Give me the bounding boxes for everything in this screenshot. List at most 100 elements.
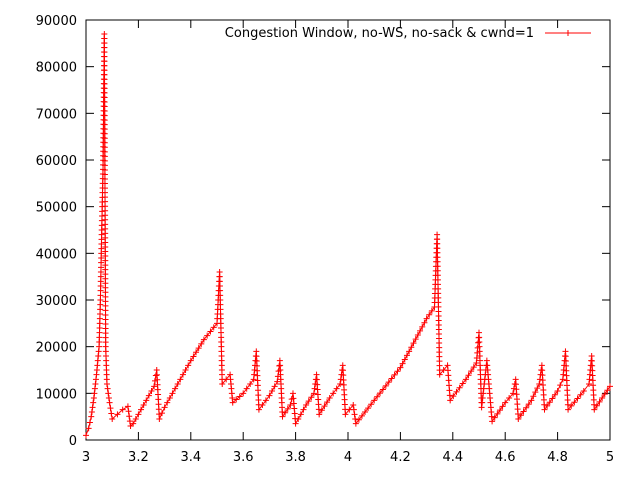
data-point	[143, 397, 150, 404]
data-point	[453, 388, 460, 395]
data-point	[190, 353, 197, 360]
data-point	[187, 357, 194, 364]
data-point	[470, 364, 477, 371]
data-point	[523, 404, 530, 411]
y-tick-label: 0	[69, 434, 77, 449]
data-point	[119, 406, 126, 413]
data-point	[233, 396, 240, 403]
data-point	[89, 404, 96, 411]
data-point	[520, 408, 527, 415]
data-point	[91, 390, 98, 397]
data-point	[352, 420, 359, 427]
data-point	[282, 409, 289, 416]
data-point	[446, 387, 453, 394]
data-point	[284, 405, 291, 412]
data-point	[271, 383, 278, 390]
y-tick-label: 50000	[36, 201, 77, 216]
data-point	[255, 406, 262, 413]
data-point	[259, 402, 266, 408]
data-point	[88, 409, 95, 415]
x-tick-label: 5	[606, 450, 614, 465]
data-point	[478, 404, 485, 411]
data-point	[145, 392, 152, 399]
data-point	[83, 432, 89, 439]
data-point	[568, 402, 575, 409]
data-point	[473, 360, 480, 366]
data-point	[604, 387, 611, 394]
data-point	[305, 398, 312, 405]
data-point	[326, 395, 333, 401]
data-point	[124, 403, 131, 410]
data-point	[403, 352, 410, 359]
data-point	[279, 413, 286, 420]
data-point	[401, 356, 408, 363]
data-point	[126, 418, 133, 425]
data-point	[177, 376, 184, 383]
data-point	[593, 402, 600, 409]
data-point	[161, 404, 168, 411]
data-point	[446, 392, 453, 399]
data-point	[291, 410, 298, 417]
x-tick-label: 4.2	[390, 450, 411, 465]
data-point	[109, 416, 116, 422]
data-point	[287, 402, 294, 408]
data-point	[156, 416, 163, 422]
data-point	[310, 390, 317, 397]
data-point	[342, 411, 349, 418]
data-point	[351, 411, 358, 418]
data-point	[308, 394, 315, 401]
y-tick-label: 60000	[36, 154, 77, 169]
data-point	[274, 378, 281, 385]
data-point	[530, 393, 537, 400]
data-point	[300, 406, 307, 413]
data-point	[355, 416, 362, 423]
data-point	[106, 399, 113, 406]
data-point	[198, 340, 205, 347]
data-point	[130, 420, 137, 427]
data-point	[324, 399, 331, 406]
data-point	[399, 360, 406, 367]
series-line	[85, 33, 611, 436]
data-point	[506, 395, 513, 401]
data-point	[169, 390, 176, 397]
data-point	[85, 425, 92, 432]
data-point	[108, 410, 115, 417]
data-point	[362, 409, 369, 415]
data-point	[337, 376, 344, 383]
data-point	[88, 413, 95, 420]
data-point	[200, 336, 207, 343]
data-point	[554, 388, 561, 394]
data-point	[86, 419, 93, 426]
data-point	[417, 327, 424, 334]
data-point	[591, 406, 598, 413]
data-point	[445, 372, 452, 379]
data-point	[107, 405, 114, 412]
data-point	[499, 403, 506, 410]
data-point	[447, 397, 454, 404]
data-point	[475, 339, 482, 346]
plot-frame	[85, 19, 611, 441]
data-point	[423, 315, 430, 322]
data-point	[382, 382, 389, 389]
data-point	[151, 383, 158, 390]
data-point	[450, 393, 457, 400]
data-point	[371, 397, 378, 404]
data-point	[445, 377, 452, 384]
data-point	[536, 381, 543, 387]
data-point	[269, 388, 276, 394]
data-point	[517, 412, 524, 419]
data-point	[607, 383, 613, 390]
axis-ticks: 3 3.2 3.4 3.6 3.8 4 4.2 4.4 4.6 4.8 5 0 10000 20000 30…	[36, 14, 615, 465]
x-tick-label: 4.4	[442, 450, 463, 465]
data-point	[92, 381, 99, 387]
x-tick-label: 4.8	[547, 450, 568, 465]
legend-label: Congestion Window, no-WS, no-sack & cwnd…	[225, 26, 534, 41]
data-point	[374, 393, 381, 400]
data-point	[394, 368, 401, 375]
data-point	[528, 397, 535, 404]
data-point	[496, 407, 503, 414]
data-point	[468, 368, 475, 375]
data-point	[148, 388, 155, 394]
x-tick-label: 3.4	[180, 450, 201, 465]
